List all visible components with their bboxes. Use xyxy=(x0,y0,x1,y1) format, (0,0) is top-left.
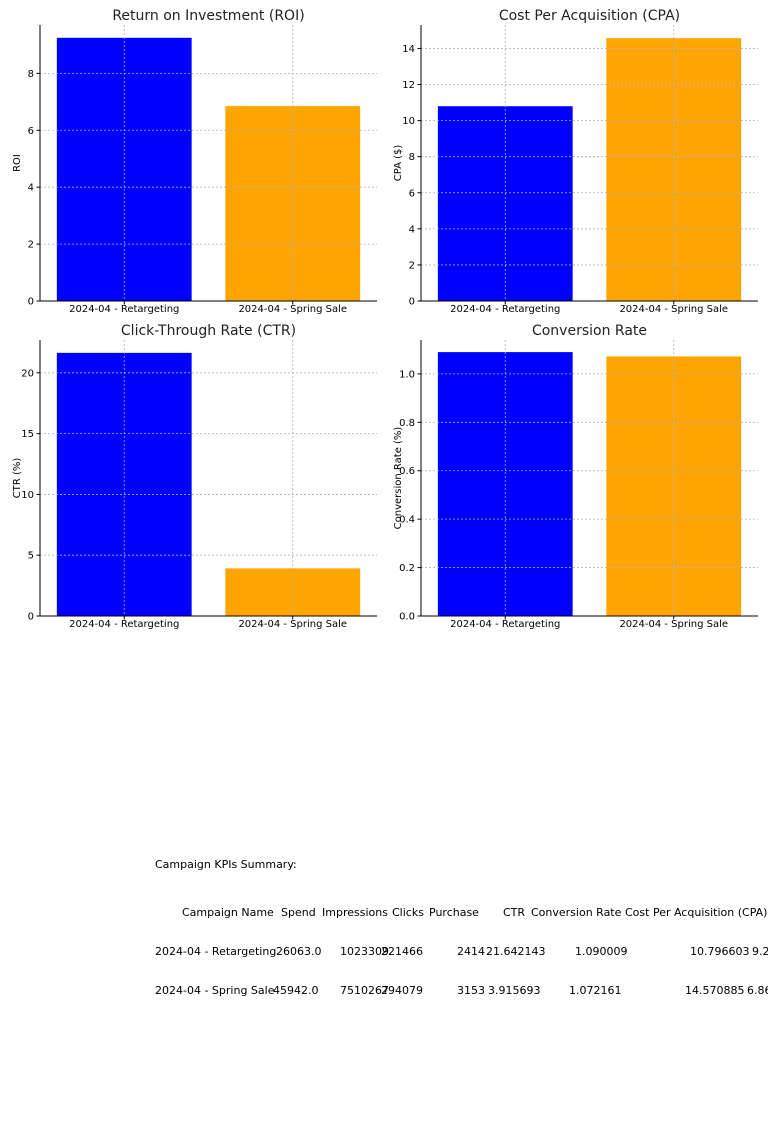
chart-title: Click-Through Rate (CTR) xyxy=(121,323,296,339)
cell-roi: 9.2 xyxy=(752,945,768,958)
header-clicks: Clicks xyxy=(392,906,424,919)
y-axis-label: CTR (%) xyxy=(12,458,23,499)
y-tick-label: 8 xyxy=(409,152,415,163)
y-tick-label: 20 xyxy=(21,368,34,379)
y-tick-label: 6 xyxy=(28,126,34,137)
cell-conversion-rate: 1.072161 xyxy=(569,984,622,997)
cell-clicks: 294079 xyxy=(381,984,423,997)
y-tick-label: 5 xyxy=(28,551,34,562)
cell-campaign-name: 2024-04 - Retargeting xyxy=(155,945,277,958)
y-tick-label: 4 xyxy=(28,183,34,194)
cell-impressions: 7510267 xyxy=(340,984,389,997)
x-tick-label: 2024-04 - Retargeting xyxy=(69,619,179,630)
y-tick-label: 0.8 xyxy=(399,418,415,429)
header-spend: Spend xyxy=(281,906,316,919)
cell-spend: 26063.0 xyxy=(276,945,322,958)
summary-data-row: 2024-04 - Spring Sale 45942.0 7510267 29… xyxy=(155,984,768,997)
y-tick-label: 0 xyxy=(409,297,415,308)
cell-purchase: 2414 xyxy=(457,945,485,958)
y-tick-label: 0.4 xyxy=(399,515,415,526)
header-ctr: CTR xyxy=(503,906,526,919)
y-tick-label: 0.2 xyxy=(399,563,415,574)
cell-cpa: 14.570885 xyxy=(685,984,745,997)
cell-ctr: 21.642143 xyxy=(486,945,546,958)
y-axis-label: ROI xyxy=(12,154,23,172)
charts-canvas: 0 2 4 6 8 2024-04 - Retargeting 2024-04 - Spri… xyxy=(12,8,758,630)
summary-data-row: 2024-04 - Retargeting 26063.0 1023309 22… xyxy=(155,945,768,958)
x-tick-label: 2024-04 - Spring Sale xyxy=(238,304,347,315)
header-impressions: Impressions xyxy=(322,906,388,919)
chart-title: Cost Per Acquisition (CPA) xyxy=(499,8,680,24)
x-tick-label: 2024-04 - Retargeting xyxy=(450,304,560,315)
y-tick-label: 14 xyxy=(402,44,415,55)
chart-title: Conversion Rate xyxy=(532,323,647,339)
y-axis-label: Conversion Rate (%) xyxy=(393,427,404,530)
cell-purchase: 3153 xyxy=(457,984,485,997)
x-tick-label: 2024-04 - Retargeting xyxy=(69,304,179,315)
y-tick-label: 12 xyxy=(402,80,415,91)
y-tick-label: 6 xyxy=(409,188,415,199)
y-axis-label: CPA ($) xyxy=(393,145,404,182)
y-tick-label: 4 xyxy=(409,224,415,235)
y-tick-label: 10 xyxy=(402,116,415,127)
cell-clicks: 221466 xyxy=(381,945,423,958)
y-tick-label: 10 xyxy=(21,490,34,501)
summary-title: Campaign KPIs Summary: xyxy=(155,858,297,871)
x-tick-label: 2024-04 - Spring Sale xyxy=(619,304,728,315)
y-tick-label: 1.0 xyxy=(399,369,415,380)
y-tick-label: 8 xyxy=(28,69,34,80)
x-tick-label: 2024-04 - Retargeting xyxy=(450,619,560,630)
cell-spend: 45942.0 xyxy=(273,984,319,997)
bar xyxy=(225,106,361,302)
x-tick-label: 2024-04 - Spring Sale xyxy=(619,619,728,630)
cell-conversion-rate: 1.090009 xyxy=(575,945,628,958)
summary-header-row: Campaign Name Spend Impressions Clicks P… xyxy=(155,906,768,919)
header-purchase: Purchase xyxy=(429,906,479,919)
cell-campaign-name: 2024-04 - Spring Sale xyxy=(155,984,275,997)
x-tick-label: 2024-04 - Spring Sale xyxy=(238,619,347,630)
y-tick-label: 0.6 xyxy=(399,466,415,477)
y-tick-label: 0.0 xyxy=(399,612,415,623)
y-tick-label: 0 xyxy=(28,612,34,623)
cell-roi: 6.86 xyxy=(747,984,768,997)
bar xyxy=(437,106,573,301)
cell-ctr: 3.915693 xyxy=(488,984,541,997)
header-conversion-rate: Conversion Rate xyxy=(531,906,622,919)
y-tick-label: 15 xyxy=(21,429,34,440)
chart-panel-2: 0 2 4 6 8 10 12 14 2024-04 - Retargeting 2024-04 … xyxy=(393,8,758,315)
y-tick-label: 2 xyxy=(409,260,415,271)
cell-cpa: 10.796603 xyxy=(690,945,750,958)
cell-impressions: 1023309 xyxy=(340,945,389,958)
kpi-summary: Campaign KPIs Summary: Campaign Name Spe… xyxy=(155,832,768,1010)
chart-panel-3: 0 5 10 15 20 2024-04 - Retargeting 2024-04 - S… xyxy=(12,323,377,630)
chart-title: Return on Investment (ROI) xyxy=(112,8,304,24)
y-tick-label: 0 xyxy=(28,297,34,308)
header-campaign-name: Campaign Name xyxy=(182,906,274,919)
y-tick-label: 2 xyxy=(28,240,34,251)
chart-panel-1: 0 2 4 6 8 2024-04 - Retargeting 2024-04 - Spri… xyxy=(12,8,377,315)
chart-panel-4: 0.0 0.2 0.4 0.6 0.8 1.0 2024-04 - Retargeting 2… xyxy=(393,323,758,630)
header-cpa: Cost Per Acquisition (CPA) xyxy=(625,906,768,919)
